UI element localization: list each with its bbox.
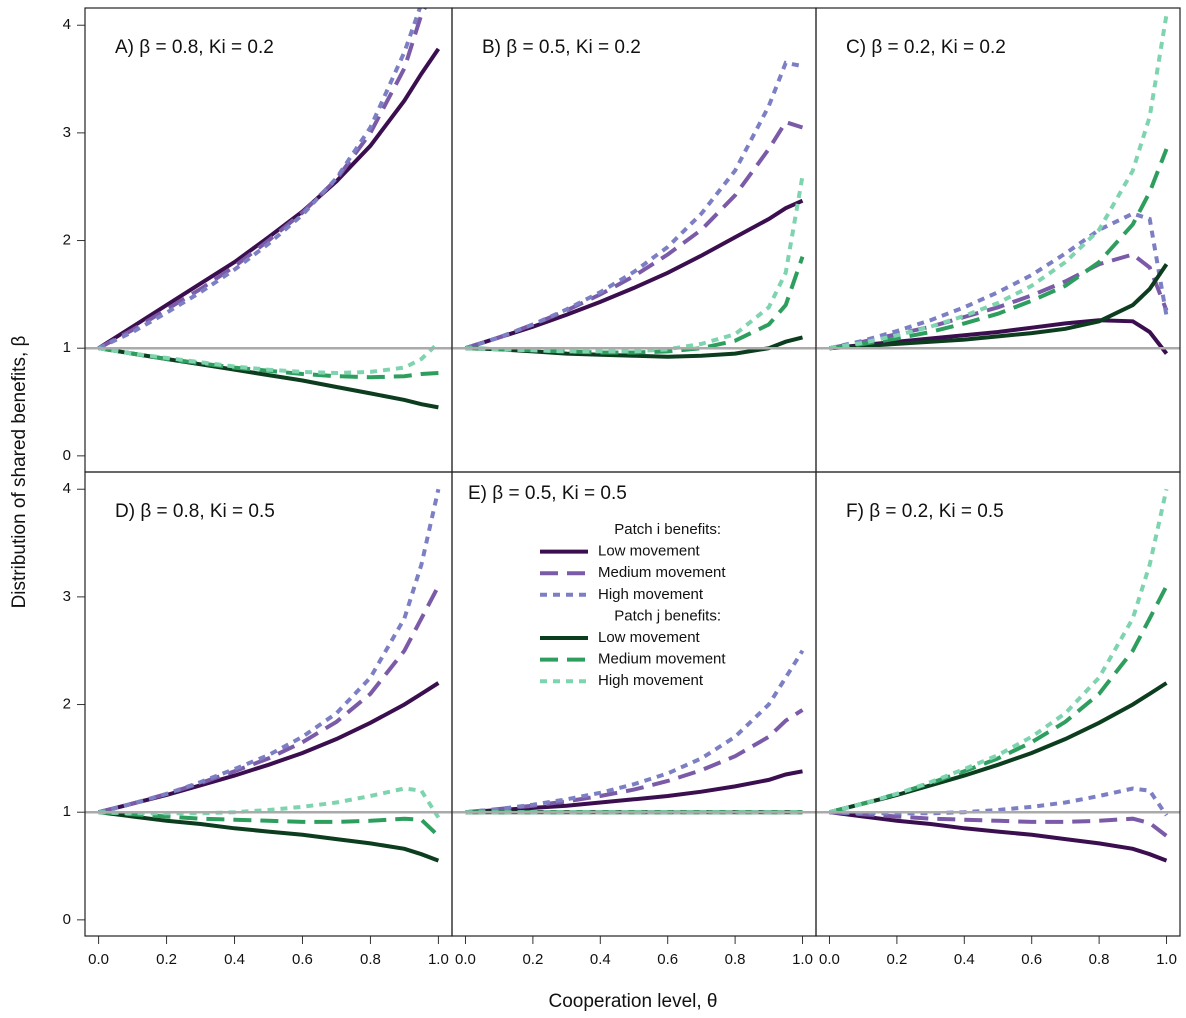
panel-title: D) β = 0.8, Ki = 0.5 (115, 501, 275, 522)
x-tick-label: 0.4 (590, 951, 611, 968)
x-tick-label: 0.4 (954, 951, 975, 968)
legend-label: High movement (598, 672, 704, 689)
line-series (829, 585, 1169, 815)
line-series (465, 708, 804, 815)
line-series (98, 346, 439, 380)
panel-title: F) β = 0.2, Ki = 0.5 (846, 501, 1004, 522)
x-tick-label: 0.4 (224, 951, 245, 968)
x-tick-label: 0.0 (819, 951, 840, 968)
legend-label: Low movement (598, 629, 701, 646)
line-series (97, 8, 428, 350)
plot-area (452, 649, 816, 815)
line-series (465, 649, 805, 815)
y-tick-label: 0 (63, 447, 71, 464)
y-tick-label: 4 (63, 16, 71, 33)
plot-area (452, 60, 816, 359)
y-tick-label: 1 (63, 803, 71, 820)
y-tick-label: 4 (63, 480, 71, 497)
x-tick-label: 0.6 (292, 951, 313, 968)
x-tick-label: 1.0 (428, 951, 449, 968)
line-series (98, 786, 441, 819)
line-series (465, 256, 805, 355)
line-series (829, 14, 1169, 351)
plot-area (816, 488, 1180, 863)
x-tick-label: 0.0 (455, 951, 476, 968)
line-series (829, 488, 1169, 815)
line-series (464, 119, 804, 351)
panel-frame (815, 471, 1181, 937)
x-tick-label: 0.2 (886, 951, 907, 968)
legend-group-title: Patch j benefits: (614, 607, 721, 624)
legend-label: Low movement (598, 543, 701, 560)
line-series (829, 810, 1168, 838)
line-series (98, 488, 441, 815)
line-series (97, 8, 423, 351)
y-tick-label: 3 (63, 124, 71, 141)
y-tick-label: 2 (63, 696, 71, 713)
x-tick-label: 0.6 (657, 951, 678, 968)
x-tick-label: 0.2 (522, 951, 543, 968)
x-axis-label: Cooperation level, θ (549, 991, 718, 1012)
y-tick-label: 3 (63, 588, 71, 605)
x-tick-label: 1.0 (1156, 951, 1177, 968)
y-axis-label: Distribution of shared benefits, β (9, 336, 30, 609)
plot-area (816, 14, 1180, 355)
x-tick-label: 0.8 (1089, 951, 1110, 968)
line-series (829, 786, 1169, 817)
line-series (98, 585, 441, 815)
legend-label: Medium movement (598, 564, 726, 581)
y-tick-label: 1 (63, 339, 71, 356)
panel-title: A) β = 0.8, Ki = 0.2 (115, 37, 274, 58)
plot-area (85, 8, 452, 410)
panel-frame (84, 471, 453, 937)
x-tick-label: 0.2 (156, 951, 177, 968)
line-series (98, 810, 440, 863)
panel-frame (815, 7, 1181, 473)
line-series (464, 60, 803, 351)
x-tick-label: 0.8 (360, 951, 381, 968)
line-series (98, 810, 440, 838)
y-tick-label: 2 (63, 232, 71, 249)
panel-title: B) β = 0.5, Ki = 0.2 (482, 37, 641, 58)
panel-frame (451, 7, 817, 473)
panel-title: C) β = 0.2, Ki = 0.2 (846, 37, 1006, 58)
line-series (829, 263, 1169, 351)
plot-area (85, 488, 452, 863)
line-series (98, 341, 440, 376)
line-series (464, 198, 804, 351)
x-tick-label: 0.0 (88, 951, 109, 968)
legend-label: Medium movement (598, 651, 726, 668)
line-series (465, 175, 805, 354)
line-series (829, 810, 1168, 863)
line-series (829, 211, 1169, 351)
x-tick-label: 0.6 (1021, 951, 1042, 968)
y-tick-label: 0 (63, 911, 71, 928)
panel-title: E) β = 0.5, Ki = 0.5 (468, 483, 627, 504)
line-series (98, 346, 439, 410)
line-series (465, 769, 803, 815)
line-series (829, 148, 1169, 351)
line-series (829, 252, 1169, 351)
legend-group-title: Patch i benefits: (614, 521, 721, 538)
legend-label: High movement (598, 586, 704, 603)
x-tick-label: 0.8 (725, 951, 746, 968)
x-tick-label: 1.0 (792, 951, 813, 968)
